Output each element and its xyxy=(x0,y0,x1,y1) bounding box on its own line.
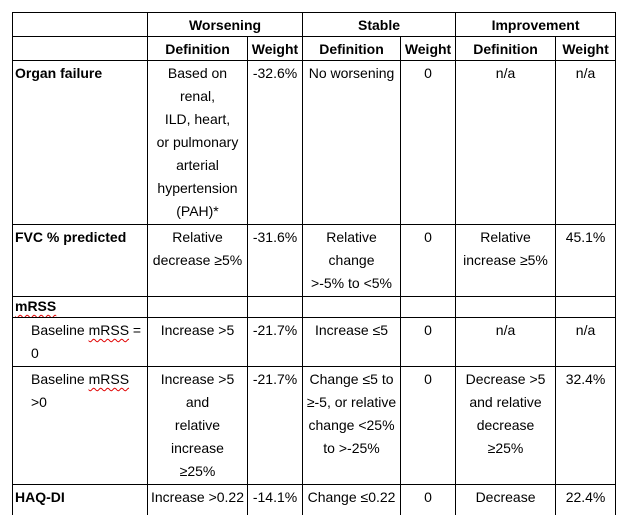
weight-cell: -21.7% xyxy=(246,366,304,485)
weight-cell: -31.6% xyxy=(246,224,304,297)
group-header-stable: Stable xyxy=(302,12,457,37)
definition-cell: Change ≤0.22 to ≥-0.22 xyxy=(302,484,402,515)
misspelled-word: mRSS xyxy=(88,322,130,338)
corner-cell xyxy=(12,36,148,61)
definition-cell: Change ≤5 to ≥-5, or relative change <25… xyxy=(302,366,402,485)
label-prefix: Baseline xyxy=(31,322,89,338)
weight-cell: 45.1% xyxy=(555,224,617,297)
weight-cell xyxy=(246,296,304,318)
definition-cell: Based on renal, ILD, heart, or pulmonary… xyxy=(147,60,248,225)
corner-cell xyxy=(12,12,148,37)
weight-cell: 0 xyxy=(400,317,457,367)
weight-cell: -32.6% xyxy=(246,60,304,225)
table-row-baseline-mrss-0: Baseline mRSS = 0 Increase >5 -21.7% Inc… xyxy=(12,317,617,367)
stable-definition-header: Definition xyxy=(302,36,402,61)
row-label-haq-di: HAQ-DI xyxy=(12,484,148,515)
weight-cell: n/a xyxy=(555,60,617,225)
label-prefix: Baseline xyxy=(31,371,89,387)
table-row-fvc-predicted: FVC % predicted Relative decrease ≥5% -3… xyxy=(12,224,617,297)
group-header-row: Worsening Stable Improvement xyxy=(12,12,617,37)
row-label-mrss: mRSS xyxy=(12,296,148,318)
weight-cell: 0 xyxy=(400,60,457,225)
definition-cell: Increase >5 xyxy=(147,317,248,367)
weight-cell: 0 xyxy=(400,224,457,297)
sub-header-row: Definition Weight Definition Weight Defi… xyxy=(12,36,617,61)
row-label-organ-failure: Organ failure xyxy=(12,60,148,225)
outcome-weights-table: Worsening Stable Improvement Definition … xyxy=(12,12,617,515)
weight-cell: 22.4% xyxy=(555,484,617,515)
row-label-fvc-predicted: FVC % predicted xyxy=(12,224,148,297)
definition-cell xyxy=(302,296,402,318)
label-suffix: = 0 xyxy=(31,322,142,361)
group-header-improvement: Improvement xyxy=(455,12,617,37)
stable-weight-header: Weight xyxy=(400,36,457,61)
label-suffix: >0 xyxy=(31,394,47,410)
definition-cell: Increase >0.22 xyxy=(147,484,248,515)
row-label-baseline-mrss-gt0: Baseline mRSS >0 xyxy=(12,366,148,485)
group-header-worsening: Worsening xyxy=(146,12,304,37)
weight-cell: 32.4% xyxy=(555,366,617,485)
definition-cell: Increase ≤5 xyxy=(302,317,402,367)
definition-cell xyxy=(455,296,557,318)
definition-cell: Relative decrease ≥5% xyxy=(147,224,248,297)
weight-cell: -21.7% xyxy=(246,317,304,367)
definition-cell: Increase >5 and relative increase ≥25% xyxy=(147,366,248,485)
weight-cell: -14.1% xyxy=(246,484,304,515)
worsening-definition-header: Definition xyxy=(147,36,248,61)
table-row-organ-failure: Organ failure Based on renal, ILD, heart… xyxy=(12,60,617,225)
misspelled-word: mRSS xyxy=(15,298,57,314)
table-row-haq-di: HAQ-DI Increase >0.22 -14.1% Change ≤0.2… xyxy=(12,484,617,515)
definition-cell: Decrease >5 and relative decrease ≥25% xyxy=(455,366,557,485)
row-label-baseline-mrss-0: Baseline mRSS = 0 xyxy=(12,317,148,367)
weight-cell xyxy=(555,296,617,318)
table-row-mrss-section: mRSS xyxy=(12,296,617,318)
definition-cell: n/a xyxy=(455,60,557,225)
weight-cell: 0 xyxy=(400,366,457,485)
misspelled-word: mRSS xyxy=(88,371,130,387)
definition-cell: Relative increase ≥5% xyxy=(455,224,557,297)
improvement-definition-header: Definition xyxy=(455,36,557,61)
definition-cell xyxy=(147,296,248,318)
weight-cell: n/a xyxy=(555,317,617,367)
definition-cell: Relative change >-5% to <5% xyxy=(302,224,402,297)
weight-cell: 0 xyxy=(400,484,457,515)
definition-cell: Decrease >0.22 xyxy=(455,484,557,515)
table-row-baseline-mrss-gt0: Baseline mRSS >0 Increase >5 and relativ… xyxy=(12,366,617,485)
definition-cell: n/a xyxy=(455,317,557,367)
definition-cell: No worsening xyxy=(302,60,402,225)
improvement-weight-header: Weight xyxy=(555,36,617,61)
weight-cell xyxy=(400,296,457,318)
worsening-weight-header: Weight xyxy=(246,36,304,61)
